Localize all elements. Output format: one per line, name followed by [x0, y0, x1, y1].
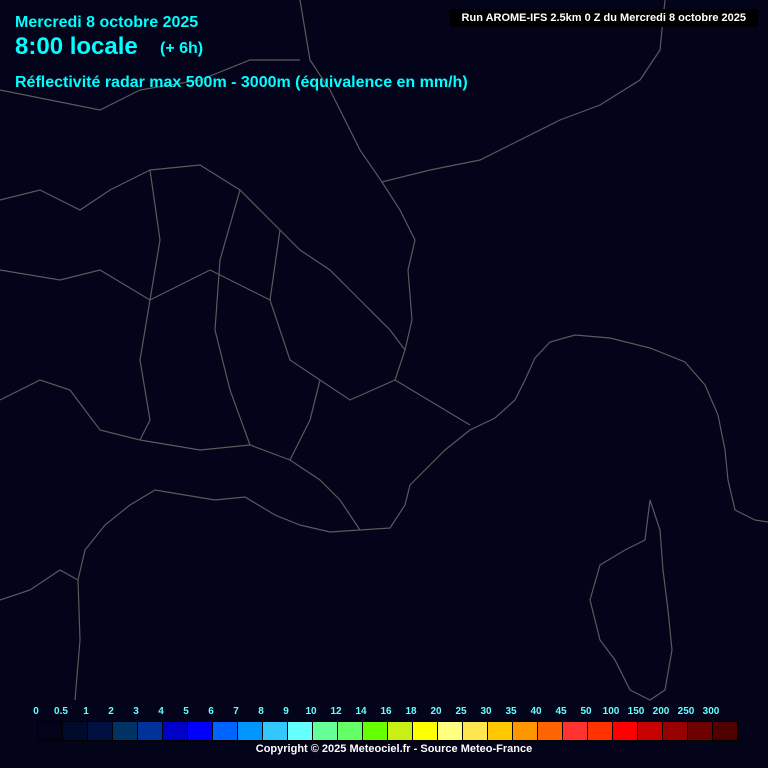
- legend-label: 8: [258, 706, 264, 717]
- legend-colorbar: [37, 721, 739, 741]
- legend-swatch: [713, 722, 738, 740]
- legend-swatch: [613, 722, 638, 740]
- legend-label: 4: [158, 706, 164, 717]
- legend-swatch: [388, 722, 413, 740]
- legend-swatch: [288, 722, 313, 740]
- parameter-title: Réflectivité radar max 500m - 3000m (équ…: [15, 74, 468, 91]
- copyright: Copyright © 2025 Meteociel.fr - Source M…: [255, 743, 533, 755]
- coastline: [74, 334, 768, 701]
- corsica-coast: [589, 499, 673, 701]
- border-region: [269, 229, 396, 401]
- legend-label: 45: [555, 706, 567, 717]
- border-region: [0, 269, 271, 301]
- legend-label: 5: [183, 706, 189, 717]
- legend-swatch: [463, 722, 488, 740]
- legend-label: 2: [108, 706, 114, 717]
- border-region: [0, 379, 361, 531]
- legend-label: 6: [208, 706, 214, 717]
- legend-label: 1: [83, 706, 89, 717]
- legend-swatch: [163, 722, 188, 740]
- legend-swatch: [263, 722, 288, 740]
- border-region: [0, 569, 79, 601]
- legend-swatch: [188, 722, 213, 740]
- legend-swatch: [663, 722, 688, 740]
- legend-label: 50: [580, 706, 592, 717]
- border-region: [0, 164, 406, 351]
- legend-label: 40: [530, 706, 542, 717]
- legend-label: 100: [602, 706, 620, 717]
- legend-label: 18: [405, 706, 417, 717]
- legend-swatch: [213, 722, 238, 740]
- legend-label: 16: [380, 706, 392, 717]
- legend-swatch: [113, 722, 138, 740]
- border-region: [0, 59, 300, 111]
- legend-swatch: [538, 722, 563, 740]
- legend-label: 3: [133, 706, 139, 717]
- legend-label: 20: [430, 706, 442, 717]
- border-swiss: [299, 0, 666, 183]
- lead-time: (+ 6h): [160, 40, 204, 57]
- legend-label: 30: [480, 706, 492, 717]
- legend-swatch: [588, 722, 613, 740]
- border-region: [214, 189, 251, 446]
- legend-swatch: [638, 722, 663, 740]
- legend-label: 35: [505, 706, 517, 717]
- legend-swatch: [338, 722, 363, 740]
- legend-swatch: [438, 722, 463, 740]
- forecast-date: Mercredi 8 octobre 2025: [15, 14, 199, 31]
- legend-label: 7: [233, 706, 239, 717]
- legend-swatch: [88, 722, 113, 740]
- forecast-time: 8:00 locale: [15, 33, 138, 60]
- legend-swatch: [63, 722, 88, 740]
- legend-label: 150: [627, 706, 645, 717]
- legend-swatch: [363, 722, 388, 740]
- border-region: [289, 379, 321, 461]
- legend-label: 9: [283, 706, 289, 717]
- legend-label: 250: [677, 706, 695, 717]
- legend-swatch: [38, 722, 63, 740]
- border-italy: [381, 181, 471, 426]
- border-region: [139, 169, 161, 441]
- legend-swatch: [413, 722, 438, 740]
- legend-swatch: [513, 722, 538, 740]
- legend-label: 300: [702, 706, 720, 717]
- legend-swatch: [688, 722, 713, 740]
- legend-label: 12: [330, 706, 342, 717]
- legend-swatch: [488, 722, 513, 740]
- legend-label: 200: [652, 706, 670, 717]
- legend-label: 0.5: [54, 706, 68, 717]
- legend-swatch: [313, 722, 338, 740]
- legend-swatch: [563, 722, 588, 740]
- legend-label: 25: [455, 706, 467, 717]
- legend-swatch: [238, 722, 263, 740]
- legend-label: 10: [305, 706, 317, 717]
- run-info: Run AROME-IFS 2.5km 0 Z du Mercredi 8 oc…: [449, 9, 758, 27]
- legend-labels: 0 0.5 1 2 3 4 5 6 7 8 9 10 12 14 16 18 20 25 30 35 40 45 50 100…: [0, 706, 768, 720]
- legend-label: 0: [33, 706, 39, 717]
- legend-swatch: [138, 722, 163, 740]
- legend-label: 14: [355, 706, 367, 717]
